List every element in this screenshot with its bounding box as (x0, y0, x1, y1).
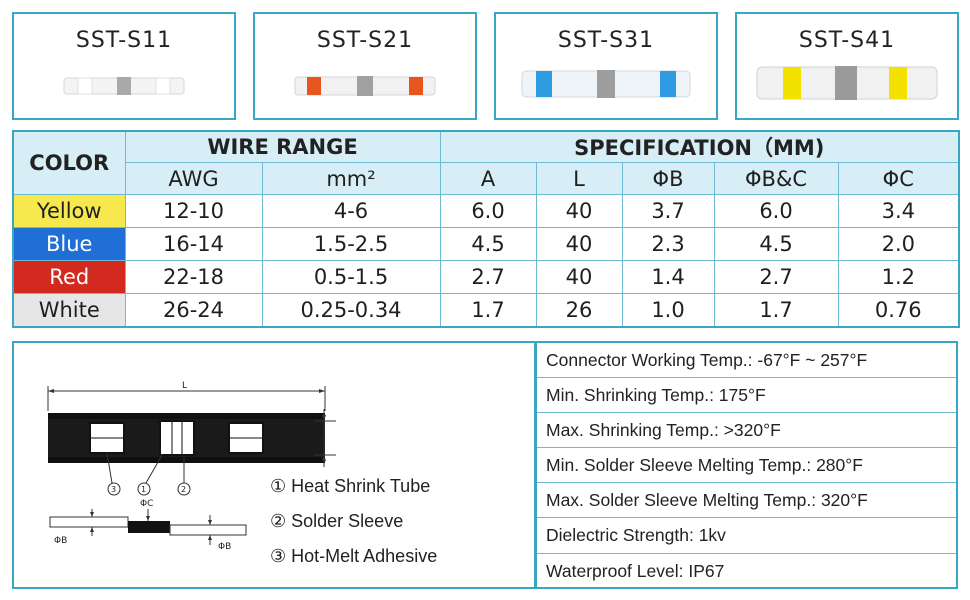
col-header-phi-b: ΦB (621, 162, 715, 195)
product-name: SST-S11 (75, 28, 173, 53)
connector-image (63, 77, 185, 95)
table-row: Blue 16-14 1.5-2.5 4.5 40 2.3 4.5 2.0 (12, 227, 960, 261)
col-header-l: L (535, 162, 623, 195)
temperature-spec-list: Connector Working Temp.: -67°F ~ 257°F M… (536, 341, 958, 589)
col-header-mm2: mm² (261, 162, 441, 195)
dimension-diagram-panel: L A 3 1 2 (12, 341, 536, 589)
product-card-sst-s41: SST-S41 (735, 12, 959, 120)
spec-min-solder-melt: Min. Solder Sleeve Melting Temp.: 280°F (537, 448, 956, 484)
awg-cell: 26-24 (124, 293, 263, 327)
table-row: White 26-24 0.25-0.34 1.7 26 1.0 1.7 0.7… (12, 293, 960, 327)
a-cell: 6.0 (439, 194, 537, 228)
a-cell: 1.7 (439, 293, 537, 327)
phi-b-left-label: ΦB (54, 536, 67, 546)
color-header: COLOR (12, 130, 126, 195)
specification-table: COLOR WIRE RANGE SPECIFICATION（MM) AWG m… (12, 130, 961, 328)
table-row: Yellow 12-10 4-6 6.0 40 3.7 6.0 3.4 (12, 194, 960, 228)
spec-max-solder-melt: Max. Solder Sleeve Melting Temp.: 320°F (537, 483, 956, 519)
phi-b-cell: 3.7 (621, 194, 715, 228)
l-cell: 26 (535, 293, 623, 327)
spec-min-shrink-temp: Min. Shrinking Temp.: 175°F (537, 378, 956, 414)
spec-working-temp: Connector Working Temp.: -67°F ~ 257°F (537, 343, 956, 379)
color-cell: Blue (12, 227, 126, 261)
phi-bc-cell: 4.5 (713, 227, 839, 261)
callout-1: 1 (141, 485, 146, 494)
col-header-phi-c: ΦC (837, 162, 960, 195)
connector-dimension-diagram: L A 3 1 2 (47, 381, 336, 552)
mm2-cell: 0.25-0.34 (261, 293, 441, 327)
phi-b-cell: 2.3 (621, 227, 715, 261)
mm2-cell: 0.5-1.5 (261, 260, 441, 294)
legend-solder-sleeve: ② Solder Sleeve (270, 511, 404, 531)
phi-c-cell: 0.76 (837, 293, 960, 327)
callout-2: 2 (181, 485, 186, 494)
phi-bc-cell: 2.7 (713, 260, 839, 294)
mm2-cell: 1.5-2.5 (261, 227, 441, 261)
callout-3: 3 (111, 485, 116, 494)
col-header-phi-bc: ΦB&C (713, 162, 839, 195)
dimension-label-l: L (182, 381, 187, 391)
phi-bc-cell: 1.7 (713, 293, 839, 327)
connector-image (294, 76, 436, 96)
awg-cell: 22-18 (124, 260, 263, 294)
color-cell: Yellow (12, 194, 126, 228)
connector-image (521, 70, 691, 98)
awg-cell: 12-10 (124, 194, 263, 228)
specification-header: SPECIFICATION（MM) (439, 130, 960, 163)
spec-waterproof-level: Waterproof Level: IP67 (546, 560, 725, 581)
phi-c-cell: 3.4 (837, 194, 960, 228)
connector-image (756, 66, 938, 100)
color-cell: Red (12, 260, 126, 294)
phi-c-label: ΦC (140, 499, 153, 509)
product-name: SST-S41 (798, 28, 896, 53)
table-row: Red 22-18 0.5-1.5 2.7 40 1.4 2.7 1.2 (12, 260, 960, 294)
product-card-sst-s11: SST-S11 (12, 12, 236, 120)
phi-bc-cell: 6.0 (713, 194, 839, 228)
phi-c-cell: 1.2 (837, 260, 960, 294)
spec-max-shrink-temp: Max. Shrinking Temp.: >320°F (537, 413, 956, 449)
legend-heat-shrink-tube: ① Heat Shrink Tube (270, 476, 431, 496)
awg-cell: 16-14 (124, 227, 263, 261)
col-header-a: A (439, 162, 537, 195)
phi-b-cell: 1.0 (621, 293, 715, 327)
diagram-legend: ① Heat Shrink Tube ② Solder Sleeve ③ Hot… (270, 469, 437, 574)
legend-hot-melt-adhesive: ③ Hot-Melt Adhesive (270, 546, 438, 566)
mm2-cell: 4-6 (261, 194, 441, 228)
product-name: SST-S21 (316, 28, 414, 53)
wire-range-header: WIRE RANGE (124, 130, 441, 163)
l-cell: 40 (535, 227, 623, 261)
a-cell: 2.7 (439, 260, 537, 294)
product-card-sst-s21: SST-S21 (253, 12, 477, 120)
phi-b-cell: 1.4 (621, 260, 715, 294)
phi-b-right-label: ΦB (218, 542, 231, 552)
dimension-label-a: A (319, 435, 326, 445)
l-cell: 40 (535, 260, 623, 294)
a-cell: 4.5 (439, 227, 537, 261)
spec-dielectric-strength: Dielectric Strength: 1kv (537, 518, 956, 554)
phi-c-cell: 2.0 (837, 227, 960, 261)
l-cell: 40 (535, 194, 623, 228)
col-header-awg: AWG (124, 162, 263, 195)
product-card-sst-s31: SST-S31 (494, 12, 718, 120)
color-cell: White (12, 293, 126, 327)
product-name: SST-S31 (557, 28, 655, 53)
